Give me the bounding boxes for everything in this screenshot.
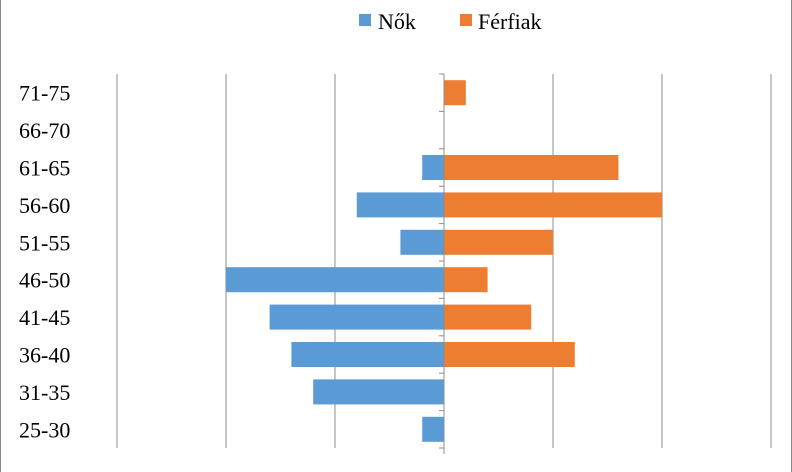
legend-swatch bbox=[359, 14, 371, 26]
bar-nok bbox=[313, 379, 444, 405]
legend-label: Nők bbox=[378, 9, 416, 34]
category-label: 66-70 bbox=[19, 118, 70, 143]
bar-ferfiak bbox=[444, 267, 488, 293]
legend-label: Férfiak bbox=[478, 9, 542, 34]
bar-ferfiak bbox=[444, 80, 466, 106]
category-label: 71-75 bbox=[19, 81, 70, 106]
bars bbox=[226, 80, 662, 442]
center-axis bbox=[439, 73, 445, 454]
bar-nok bbox=[422, 416, 444, 442]
category-label: 36-40 bbox=[19, 343, 70, 368]
bar-nok bbox=[400, 229, 444, 255]
bar-ferfiak bbox=[444, 192, 662, 218]
legend: Nők Férfiak bbox=[359, 9, 542, 34]
category-label: 31-35 bbox=[19, 380, 70, 405]
legend-swatch bbox=[460, 14, 472, 26]
category-labels: 25-30 31-35 36-40 41-45 46-50 51-55 56-60 61-65… bbox=[19, 81, 70, 443]
bar-nok bbox=[356, 192, 444, 218]
category-label: 25-30 bbox=[19, 417, 70, 442]
bar-nok bbox=[422, 155, 444, 180]
bar-nok bbox=[269, 304, 444, 330]
bar-ferfiak bbox=[444, 229, 553, 255]
category-label: 61-65 bbox=[19, 156, 70, 181]
category-label: 46-50 bbox=[19, 268, 70, 293]
bar-ferfiak bbox=[444, 342, 575, 367]
gridlines bbox=[116, 74, 772, 448]
category-label: 41-45 bbox=[19, 305, 70, 330]
bar-ferfiak bbox=[444, 155, 619, 180]
category-label: 51-55 bbox=[19, 230, 70, 255]
bar-ferfiak bbox=[444, 304, 532, 330]
bar-nok bbox=[226, 267, 444, 293]
category-label: 56-60 bbox=[19, 193, 70, 218]
bar-nok bbox=[291, 342, 444, 367]
